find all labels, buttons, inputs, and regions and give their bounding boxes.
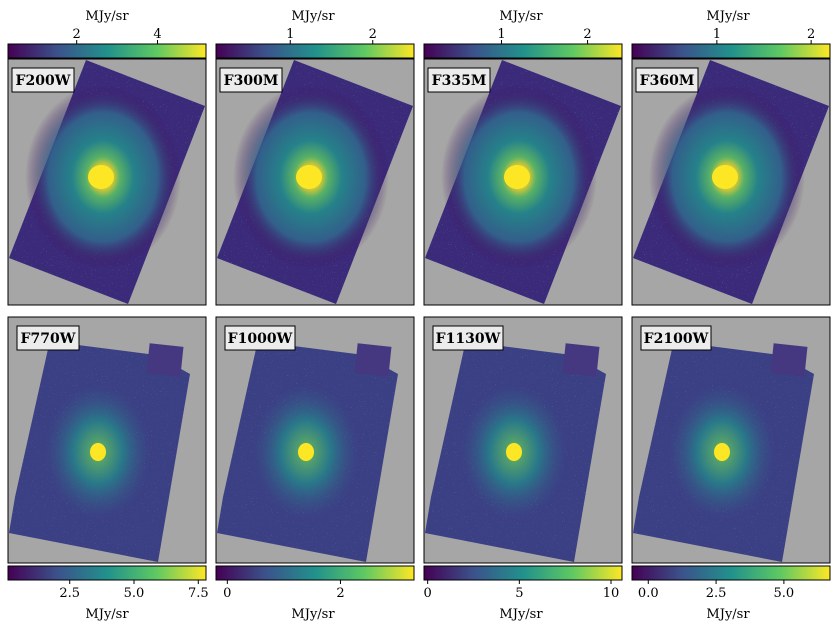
colorbar-top-0 bbox=[7, 40, 207, 59]
filter-label-bottom-1: F1000W bbox=[224, 325, 296, 351]
colorbar-bottom-2 bbox=[423, 565, 623, 584]
panel-top-2: MJy/sr 1 2 F335M bbox=[427, 9, 592, 93]
miri-image-3 bbox=[631, 316, 831, 564]
svg-text:F770W: F770W bbox=[21, 331, 76, 347]
colorbar-title-bottom-2: MJy/sr bbox=[499, 607, 543, 622]
colorbar-tick-label: 2.5 bbox=[59, 586, 80, 601]
colorbar-title-bottom-0: MJy/sr bbox=[85, 607, 129, 622]
colorbar-tick-label: 2 bbox=[583, 27, 591, 42]
colorbar-title-bottom-1: MJy/sr bbox=[291, 607, 335, 622]
colorbar-tick-label: 5.0 bbox=[124, 586, 145, 601]
colorbar-title-top-2: MJy/sr bbox=[499, 9, 543, 24]
colorbar-ticks-top-1: 1 2 bbox=[286, 27, 377, 42]
colorbar-tick-label: 2.5 bbox=[706, 586, 727, 601]
colorbar-ticks-top-2: 1 2 bbox=[497, 27, 591, 42]
colorbar-tick-label: 5.0 bbox=[774, 586, 795, 601]
panel-top-3: MJy/sr 1 2 F360M bbox=[635, 9, 816, 93]
filter-label-bottom-0: F770W bbox=[16, 325, 80, 351]
panel-top-1: MJy/sr 1 2 F300M bbox=[219, 9, 377, 93]
svg-text:F1000W: F1000W bbox=[228, 331, 293, 347]
colorbar-tick-label: 0 bbox=[223, 586, 231, 601]
filter-label-bottom-2: F1130W bbox=[432, 325, 504, 351]
colorbar-ticks-bottom-3: 0.0 2.5 5.0 bbox=[638, 586, 794, 601]
colorbar-ticks-bottom-0: 2.5 5.0 7.5 bbox=[59, 586, 208, 601]
panel-bottom-1: MJy/sr 0 2 F1000W bbox=[223, 325, 345, 622]
svg-text:F300M: F300M bbox=[224, 73, 279, 89]
colorbar-bottom-3 bbox=[631, 565, 831, 584]
colorbar-tick-label: 2 bbox=[369, 27, 377, 42]
colorbar-bottom-1 bbox=[215, 565, 415, 584]
panel-top-0: MJy/sr 2 4 F200W bbox=[11, 9, 162, 93]
colorbar-tick-label: 0 bbox=[424, 586, 432, 601]
svg-text:F360M: F360M bbox=[640, 73, 695, 89]
filter-label-top-3: F360M bbox=[635, 67, 699, 93]
colorbar-tick-label: 0.0 bbox=[638, 586, 659, 601]
colorbar-tick-label: 1 bbox=[497, 27, 505, 42]
svg-text:F1130W: F1130W bbox=[436, 331, 501, 347]
colorbar-tick-label: 7.5 bbox=[188, 586, 209, 601]
colorbar-tick-label: 4 bbox=[153, 27, 161, 42]
nircam-image-0 bbox=[7, 58, 207, 306]
filter-label-top-0: F200W bbox=[11, 67, 75, 93]
miri-image-0 bbox=[7, 316, 207, 564]
colorbar-tick-label: 2 bbox=[336, 586, 344, 601]
panel-bottom-2: MJy/sr 0 5 10 F1130W bbox=[424, 325, 620, 622]
colorbar-top-1 bbox=[215, 40, 415, 59]
filter-label-top-2: F335M bbox=[427, 67, 491, 93]
colorbar-tick-label: 5 bbox=[515, 586, 523, 601]
panel-bottom-3: MJy/sr 0.0 2.5 5.0 F2100W bbox=[638, 325, 794, 622]
colorbar-tick-label: 1 bbox=[286, 27, 294, 42]
colorbar-ticks-bottom-2: 0 5 10 bbox=[424, 586, 620, 601]
colorbar-title-bottom-3: MJy/sr bbox=[706, 607, 750, 622]
miri-image-1 bbox=[215, 316, 415, 564]
colorbar-title-top-0: MJy/sr bbox=[85, 9, 129, 24]
svg-text:F335M: F335M bbox=[432, 73, 487, 89]
svg-text:F2100W: F2100W bbox=[644, 331, 709, 347]
colorbar-ticks-top-3: 1 2 bbox=[713, 27, 816, 42]
colorbar-title-top-3: MJy/sr bbox=[706, 9, 750, 24]
colorbar-bottom-0 bbox=[7, 565, 207, 584]
filter-label-top-1: F300M bbox=[219, 67, 283, 93]
colorbar-tick-label: 1 bbox=[713, 27, 721, 42]
colorbar-tick-label: 2 bbox=[73, 27, 81, 42]
nircam-image-3 bbox=[631, 58, 831, 306]
colorbar-ticks-top-0: 2 4 bbox=[73, 27, 162, 42]
colorbar-top-3 bbox=[631, 40, 831, 59]
miri-image-2 bbox=[423, 316, 623, 564]
colorbar-title-top-1: MJy/sr bbox=[291, 9, 335, 24]
filter-label-bottom-3: F2100W bbox=[640, 325, 712, 351]
colorbar-top-2 bbox=[423, 40, 623, 59]
colorbar-ticks-bottom-1: 0 2 bbox=[223, 586, 344, 601]
nircam-image-2 bbox=[423, 58, 623, 306]
colorbar-tick-label: 2 bbox=[807, 27, 815, 42]
nircam-image-1 bbox=[215, 58, 415, 306]
panel-bottom-0: MJy/sr 2.5 5.0 7.5 F770W bbox=[16, 325, 209, 622]
svg-text:F200W: F200W bbox=[16, 73, 71, 89]
colorbar-tick-label: 10 bbox=[603, 586, 620, 601]
